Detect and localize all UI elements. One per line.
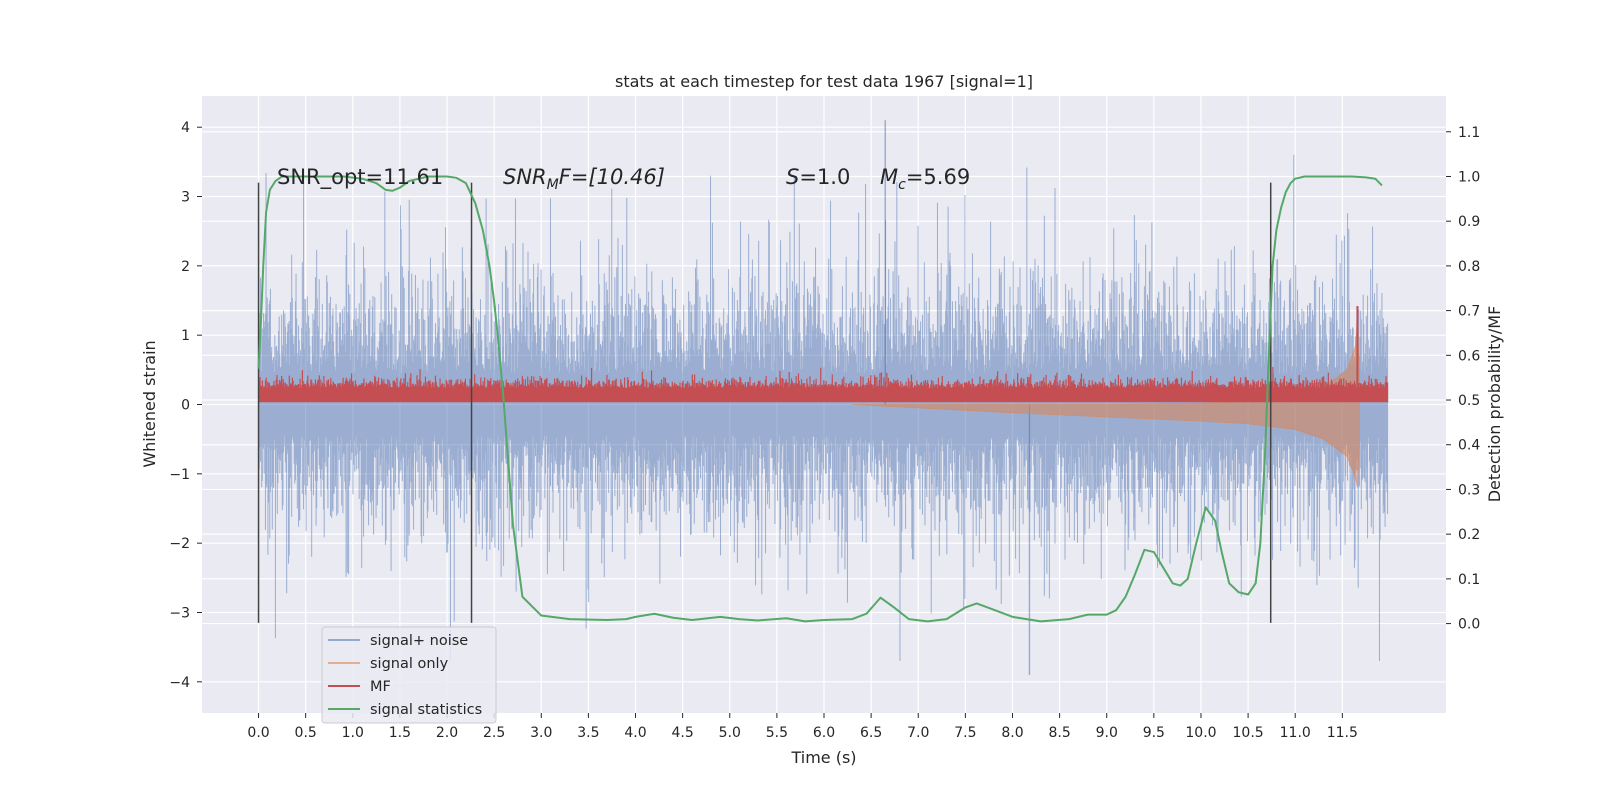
x-tick-label: 11.0 — [1280, 725, 1311, 741]
y-tick-label: −2 — [169, 536, 190, 552]
x-tick-label: 6.5 — [860, 725, 882, 741]
annotation-mc-subscript: c — [898, 177, 906, 193]
x-tick-label: 8.0 — [1001, 725, 1023, 741]
legend-label-mf: MF — [370, 679, 391, 695]
signal-statistics-series — [257, 175, 1383, 623]
y-axis-label: Whitened strain — [140, 340, 159, 467]
axes-layer: 0.0 0.5 1.0 1.5 2.0 2.5 3.0 3.5 4.0 4.5 5.0 5.5 6.0 6… — [169, 120, 1480, 741]
x-tick-label: 7.0 — [907, 725, 929, 741]
y2-tick-label: 0.1 — [1458, 572, 1480, 588]
annotation-snr-mf-tail: F=[10.46] — [559, 165, 665, 189]
y-tick-label: 2 — [181, 259, 190, 275]
y2-tick-label: 0.9 — [1458, 214, 1480, 230]
y2-tick-label: 0.3 — [1458, 482, 1480, 498]
x-tick-label: 2.5 — [483, 725, 505, 741]
legend: signal+ noise signal only MF signal stat… — [321, 626, 497, 724]
x-tick-label: 7.5 — [954, 725, 976, 741]
x-tick-label: 5.5 — [766, 725, 788, 741]
legend-label-signal-noise: signal+ noise — [370, 633, 468, 649]
y-tick-label: 3 — [181, 190, 190, 206]
y2-tick-label: 0.4 — [1458, 438, 1480, 454]
y-tick-label: 4 — [181, 120, 190, 136]
x-tick-label: 0.5 — [295, 725, 317, 741]
x-tick-label: 11.5 — [1327, 725, 1358, 741]
y-tick-label: 0 — [181, 398, 190, 414]
legend-box — [321, 626, 497, 724]
x-tick-label: 9.0 — [1096, 725, 1118, 741]
y2-tick-label: 1.0 — [1458, 169, 1480, 185]
y2-tick-label: 1.1 — [1458, 125, 1480, 141]
chart-title: stats at each timestep for test data 196… — [615, 72, 1033, 91]
x-tick-label: 3.5 — [577, 725, 599, 741]
x-tick-label: 4.5 — [672, 725, 694, 741]
x-tick-label: 0.0 — [247, 725, 269, 741]
annotation-mc-symbol: M — [880, 165, 898, 189]
x-tick-label: 3.0 — [530, 725, 552, 741]
x-tick-label: 4.0 — [624, 725, 646, 741]
y2-tick-label: 0.7 — [1458, 304, 1480, 320]
x-tick-label: 9.5 — [1143, 725, 1165, 741]
y-tick-label: −1 — [169, 467, 190, 483]
annotation-s: S=1.0 — [786, 165, 850, 189]
x-tick-label: 1.0 — [342, 725, 364, 741]
x-tick-label: 8.5 — [1048, 725, 1070, 741]
y2-tick-label: 0.0 — [1458, 617, 1480, 633]
y-tick-label: −4 — [169, 675, 190, 691]
y2-tick-label: 0.8 — [1458, 259, 1480, 275]
y2-tick-label: 0.6 — [1458, 348, 1480, 364]
y2-tick-label: 0.2 — [1458, 527, 1480, 543]
annotation-mc-value: =5.69 — [906, 165, 970, 189]
annotation-s-value: =1.0 — [799, 165, 850, 189]
legend-label-signal-only: signal only — [370, 656, 449, 672]
x-tick-label: 6.0 — [813, 725, 835, 741]
signal-statistics-line — [257, 175, 1383, 623]
x-tick-label: 5.0 — [719, 725, 741, 741]
x-tick-label: 1.5 — [389, 725, 411, 741]
annotation-s-symbol: S — [786, 165, 799, 189]
y2-tick-label: 0.5 — [1458, 393, 1480, 409]
x-axis-label: Time (s) — [790, 748, 856, 767]
vertical-markers — [257, 182, 1272, 623]
x-tick-label: 2.0 — [436, 725, 458, 741]
legend-label-signal-statistics: signal statistics — [370, 702, 482, 718]
x-tick-label: 10.0 — [1185, 725, 1216, 741]
annotation-snr-mf-subscript: M — [547, 177, 559, 193]
y-tick-label: 1 — [181, 328, 190, 344]
annotation-mc: Mc=5.69 — [880, 165, 970, 193]
x-tick-label: 10.5 — [1233, 725, 1264, 741]
annotation-snr-mf: SNRMF=[10.46] — [503, 165, 665, 193]
y-tick-label: −3 — [169, 605, 190, 621]
y2-axis-label: Detection probability/MF — [1485, 306, 1504, 503]
annotation-snr-opt: SNR_opt=11.61 — [277, 165, 443, 190]
annotation-snr-mf-symbol: SNR — [503, 165, 547, 189]
